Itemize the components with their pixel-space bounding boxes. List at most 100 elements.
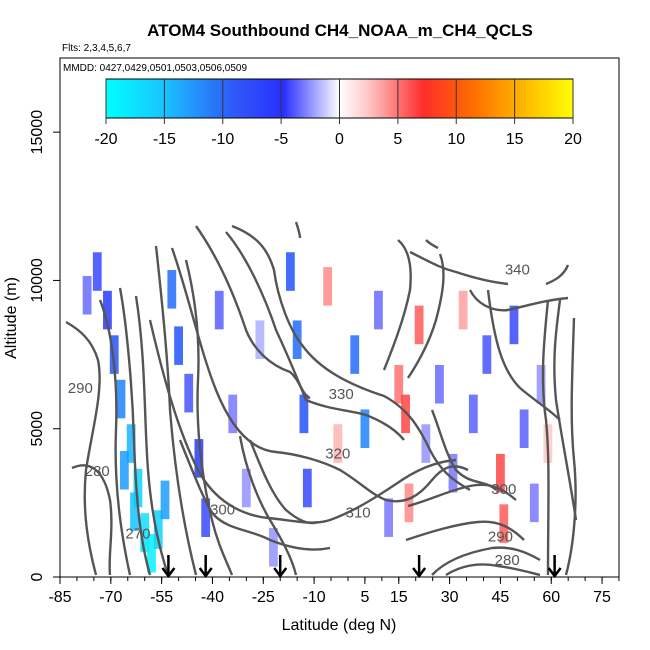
- colorbar-tick-label: 10: [447, 131, 465, 148]
- heatmap-cell: [255, 320, 265, 360]
- contour-label: 310: [346, 505, 371, 522]
- contour-line: [231, 224, 471, 492]
- heatmap-cell: [448, 453, 458, 493]
- heatmap-cell: [184, 373, 194, 413]
- heatmap-cell: [153, 510, 163, 549]
- heatmap-cell: [374, 290, 383, 330]
- x-tick-label: 30: [441, 589, 459, 606]
- heatmap-layer: [82, 252, 553, 573]
- heatmap-cell: [536, 364, 546, 404]
- heatmap-cell: [496, 453, 505, 493]
- contour-line: [405, 520, 525, 542]
- contour-label: 300: [210, 502, 235, 519]
- heatmap-cell: [519, 409, 529, 448]
- y-tick-label: 0: [29, 572, 46, 581]
- contour-line: [294, 221, 302, 239]
- heatmap-cell: [360, 409, 370, 448]
- colorbar-ticks: -20 -15 -10 -5 0 5 10 15 20: [94, 79, 582, 148]
- colorbar-tick-label: 0: [335, 131, 344, 148]
- contour-line: [184, 259, 234, 576]
- contour-layer: [65, 221, 578, 577]
- x-tick-label: -85: [48, 589, 71, 606]
- heatmap-cell: [509, 305, 519, 345]
- heatmap-cell: [350, 335, 360, 374]
- contour-line: [468, 289, 569, 312]
- heatmap-cell: [241, 468, 251, 508]
- contour-line: [486, 289, 561, 421]
- contour-label: 290: [488, 528, 513, 545]
- contour-line: [445, 563, 541, 577]
- contour-line: [564, 317, 577, 576]
- heatmap-cell: [482, 335, 492, 374]
- contour-line: [98, 299, 132, 576]
- heatmap-cell: [414, 305, 424, 345]
- contour-label: 290: [68, 380, 93, 397]
- y-tick-label: 15000: [29, 110, 46, 155]
- heatmap-cell: [269, 528, 278, 567]
- x-tick-label: -55: [150, 589, 173, 606]
- heatmap-cell: [126, 424, 136, 463]
- contour-label: 320: [325, 445, 350, 462]
- contour-line: [407, 253, 445, 379]
- y-tick-label: 5000: [29, 411, 46, 447]
- heatmap-cell: [333, 424, 343, 463]
- contour-line: [382, 239, 412, 371]
- heatmap-cell: [499, 504, 509, 543]
- flight-arrow: [412, 555, 427, 579]
- x-tick-label: -40: [201, 589, 224, 606]
- heatmap-cell: [103, 290, 112, 330]
- contour-label: 300: [491, 481, 516, 498]
- heatmap-cell: [384, 498, 394, 537]
- heatmap-cell: [167, 270, 177, 309]
- contour-label-layer: 340 330 320 310 300 300 290 290 280 280 270: [68, 261, 530, 569]
- heatmap-cell: [404, 483, 414, 523]
- contour-line: [431, 546, 541, 576]
- heatmap-cell: [109, 335, 119, 374]
- contour-line: [430, 409, 497, 491]
- colorbar-tick-label: 20: [564, 131, 582, 148]
- contour-line: [118, 287, 152, 576]
- dates-text: MMDD: 0427,0429,0501,0503,0506,0509: [63, 63, 247, 74]
- contour-label: 280: [85, 463, 110, 480]
- contour-line: [553, 299, 578, 521]
- colorbar-tick-label: -20: [94, 131, 117, 148]
- heatmap-cell: [435, 364, 444, 404]
- heatmap-cell: [299, 394, 309, 434]
- plot-frame: [59, 57, 620, 578]
- heatmap-cell: [116, 379, 126, 419]
- heatmap-cell: [201, 498, 211, 537]
- x-axis: -85 -70 -55 -40 -25 -10 5 15 30 45 60 75: [48, 577, 620, 606]
- contour-label: 340: [505, 261, 530, 278]
- heatmap-cell: [458, 290, 468, 330]
- heatmap-cell: [160, 480, 170, 520]
- contour-line: [148, 319, 457, 524]
- contour-label: 280: [495, 552, 520, 569]
- heatmap-cell: [119, 450, 129, 490]
- contour-line: [545, 264, 570, 286]
- y-axis: 0 5000 10000 15000: [29, 110, 60, 581]
- x-tick-label: -70: [99, 589, 122, 606]
- x-tick-label: -10: [303, 589, 326, 606]
- colorbar-tick-label: -15: [153, 131, 176, 148]
- contour-line: [195, 225, 311, 400]
- y-axis-label: Altitude (m): [3, 277, 20, 359]
- heatmap-cell: [92, 252, 102, 291]
- heatmap-cell: [394, 364, 404, 404]
- heatmap-cell: [302, 468, 312, 508]
- flight-arrow: [273, 555, 288, 579]
- x-tick-label: 45: [492, 589, 510, 606]
- colorbar-tick-label: 5: [393, 131, 402, 148]
- contour-line: [248, 439, 319, 525]
- contour-label: 270: [125, 525, 150, 542]
- contour-line: [425, 239, 439, 250]
- heatmap-cell: [214, 290, 224, 330]
- contour-line: [154, 245, 198, 576]
- heatmap-cell: [130, 492, 139, 532]
- contour-line: [65, 320, 101, 576]
- heatmap-cell: [147, 533, 156, 573]
- x-tick-label: -25: [252, 589, 275, 606]
- x-tick-label: 75: [593, 589, 611, 606]
- contour-line: [170, 247, 469, 503]
- x-axis-label: Latitude (deg N): [282, 617, 397, 634]
